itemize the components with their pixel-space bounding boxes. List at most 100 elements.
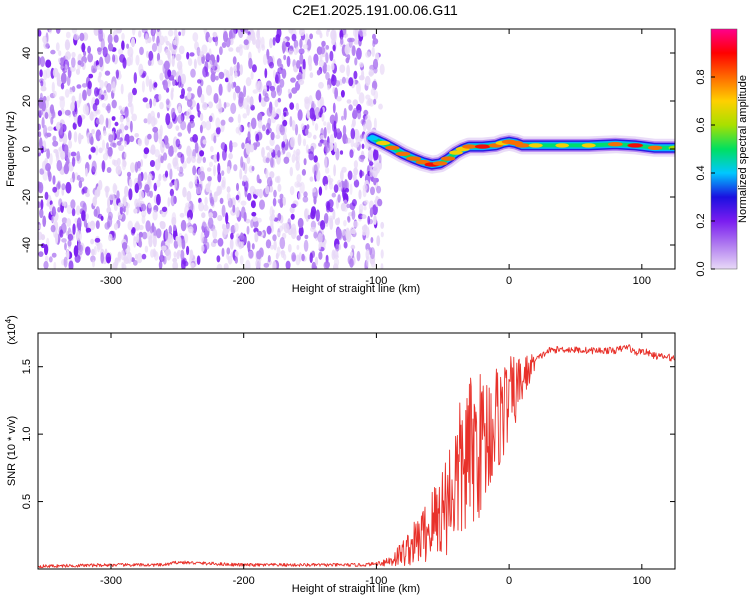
noise-speck — [145, 33, 149, 44]
noise-speck — [118, 48, 123, 55]
noise-speck — [370, 237, 374, 243]
noise-speck — [380, 263, 384, 269]
noise-speck — [251, 243, 255, 250]
ridge-peak — [395, 151, 411, 156]
noise-speck — [325, 45, 330, 50]
noise-speck — [237, 123, 242, 136]
noise-speck — [373, 117, 377, 130]
noise-speck — [363, 205, 367, 211]
noise-speck — [359, 169, 363, 179]
noise-speck — [318, 142, 323, 147]
noise-speck — [314, 256, 319, 267]
noise-speck — [331, 192, 336, 198]
noise-speck — [220, 119, 226, 126]
colorbar-tick-label: 0.6 — [695, 117, 707, 132]
noise-speck — [105, 117, 109, 128]
noise-speck — [101, 160, 106, 173]
noise-speck — [258, 178, 262, 184]
noise-speck — [202, 139, 207, 145]
noise-speck — [299, 29, 305, 36]
noise-speck — [39, 137, 43, 150]
noise-speck — [283, 253, 287, 261]
noise-speck — [135, 54, 140, 66]
bottom-x-tick-label: -200 — [233, 575, 255, 587]
noise-speck — [100, 38, 105, 51]
noise-speck — [77, 244, 82, 251]
noise-speck — [134, 182, 139, 194]
noise-speck — [43, 69, 48, 81]
noise-speck — [273, 69, 276, 79]
ridge-peak — [376, 140, 390, 146]
noise-speck — [365, 51, 371, 58]
noise-speck — [309, 252, 313, 264]
noise-speck — [168, 234, 174, 244]
noise-speck — [218, 83, 223, 96]
noise-speck — [353, 220, 359, 228]
noise-speck — [239, 168, 243, 180]
noise-speck — [145, 75, 150, 87]
noise-speck — [58, 147, 62, 152]
noise-speck — [349, 183, 353, 196]
noise-speck — [92, 259, 95, 268]
noise-speck — [279, 125, 285, 136]
noise-speck — [265, 168, 269, 179]
noise-speck — [149, 160, 156, 167]
noise-speck — [343, 107, 347, 121]
noise-speck — [291, 252, 296, 262]
top-y-tick-label: 20 — [21, 95, 33, 107]
noise-speck — [352, 99, 359, 107]
noise-speck — [134, 253, 138, 260]
noise-speck — [98, 93, 102, 100]
noise-speck — [373, 176, 377, 186]
noise-speck — [163, 60, 170, 71]
noise-speck — [39, 92, 43, 101]
noise-speck — [38, 182, 44, 194]
noise-speck — [108, 134, 114, 143]
noise-speck — [296, 235, 301, 241]
noise-speck — [44, 191, 49, 200]
noise-speck — [329, 50, 334, 62]
noise-speck — [131, 113, 137, 122]
snr-background — [38, 333, 675, 569]
noise-speck — [196, 255, 201, 265]
noise-speck — [142, 97, 148, 103]
noise-speck — [118, 129, 122, 134]
noise-speck — [266, 176, 273, 187]
noise-speck — [187, 86, 192, 92]
noise-speck — [43, 261, 49, 269]
noise-speck — [38, 201, 41, 209]
noise-speck — [242, 113, 248, 119]
noise-speck — [298, 226, 304, 237]
noise-speck — [100, 252, 104, 264]
noise-speck — [180, 219, 187, 232]
noise-speck — [87, 45, 91, 54]
noise-speck — [165, 141, 170, 149]
noise-speck — [212, 31, 218, 38]
noise-speck — [165, 98, 170, 106]
noise-speck — [341, 115, 344, 121]
noise-speck — [353, 29, 358, 37]
noise-speck — [232, 91, 237, 101]
noise-speck — [180, 153, 185, 164]
noise-speck — [345, 77, 350, 84]
noise-speck — [251, 216, 258, 222]
noise-speck — [196, 186, 202, 195]
noise-speck — [223, 263, 229, 269]
top-x-tick-label: 0 — [506, 275, 512, 287]
noise-speck — [302, 68, 306, 80]
noise-speck — [291, 120, 296, 131]
noise-speck — [346, 203, 351, 209]
noise-speck — [159, 72, 164, 81]
noise-speck — [40, 56, 45, 68]
noise-speck — [154, 149, 160, 158]
noise-speck — [52, 140, 59, 147]
bottom-x-tick-label: 100 — [633, 575, 651, 587]
noise-speck — [286, 55, 291, 68]
noise-speck — [239, 255, 244, 265]
noise-speck — [333, 184, 339, 193]
noise-speck — [321, 40, 326, 47]
noise-speck — [207, 101, 213, 109]
top-x-tick-label: -200 — [233, 275, 255, 287]
noise-speck — [217, 237, 224, 247]
